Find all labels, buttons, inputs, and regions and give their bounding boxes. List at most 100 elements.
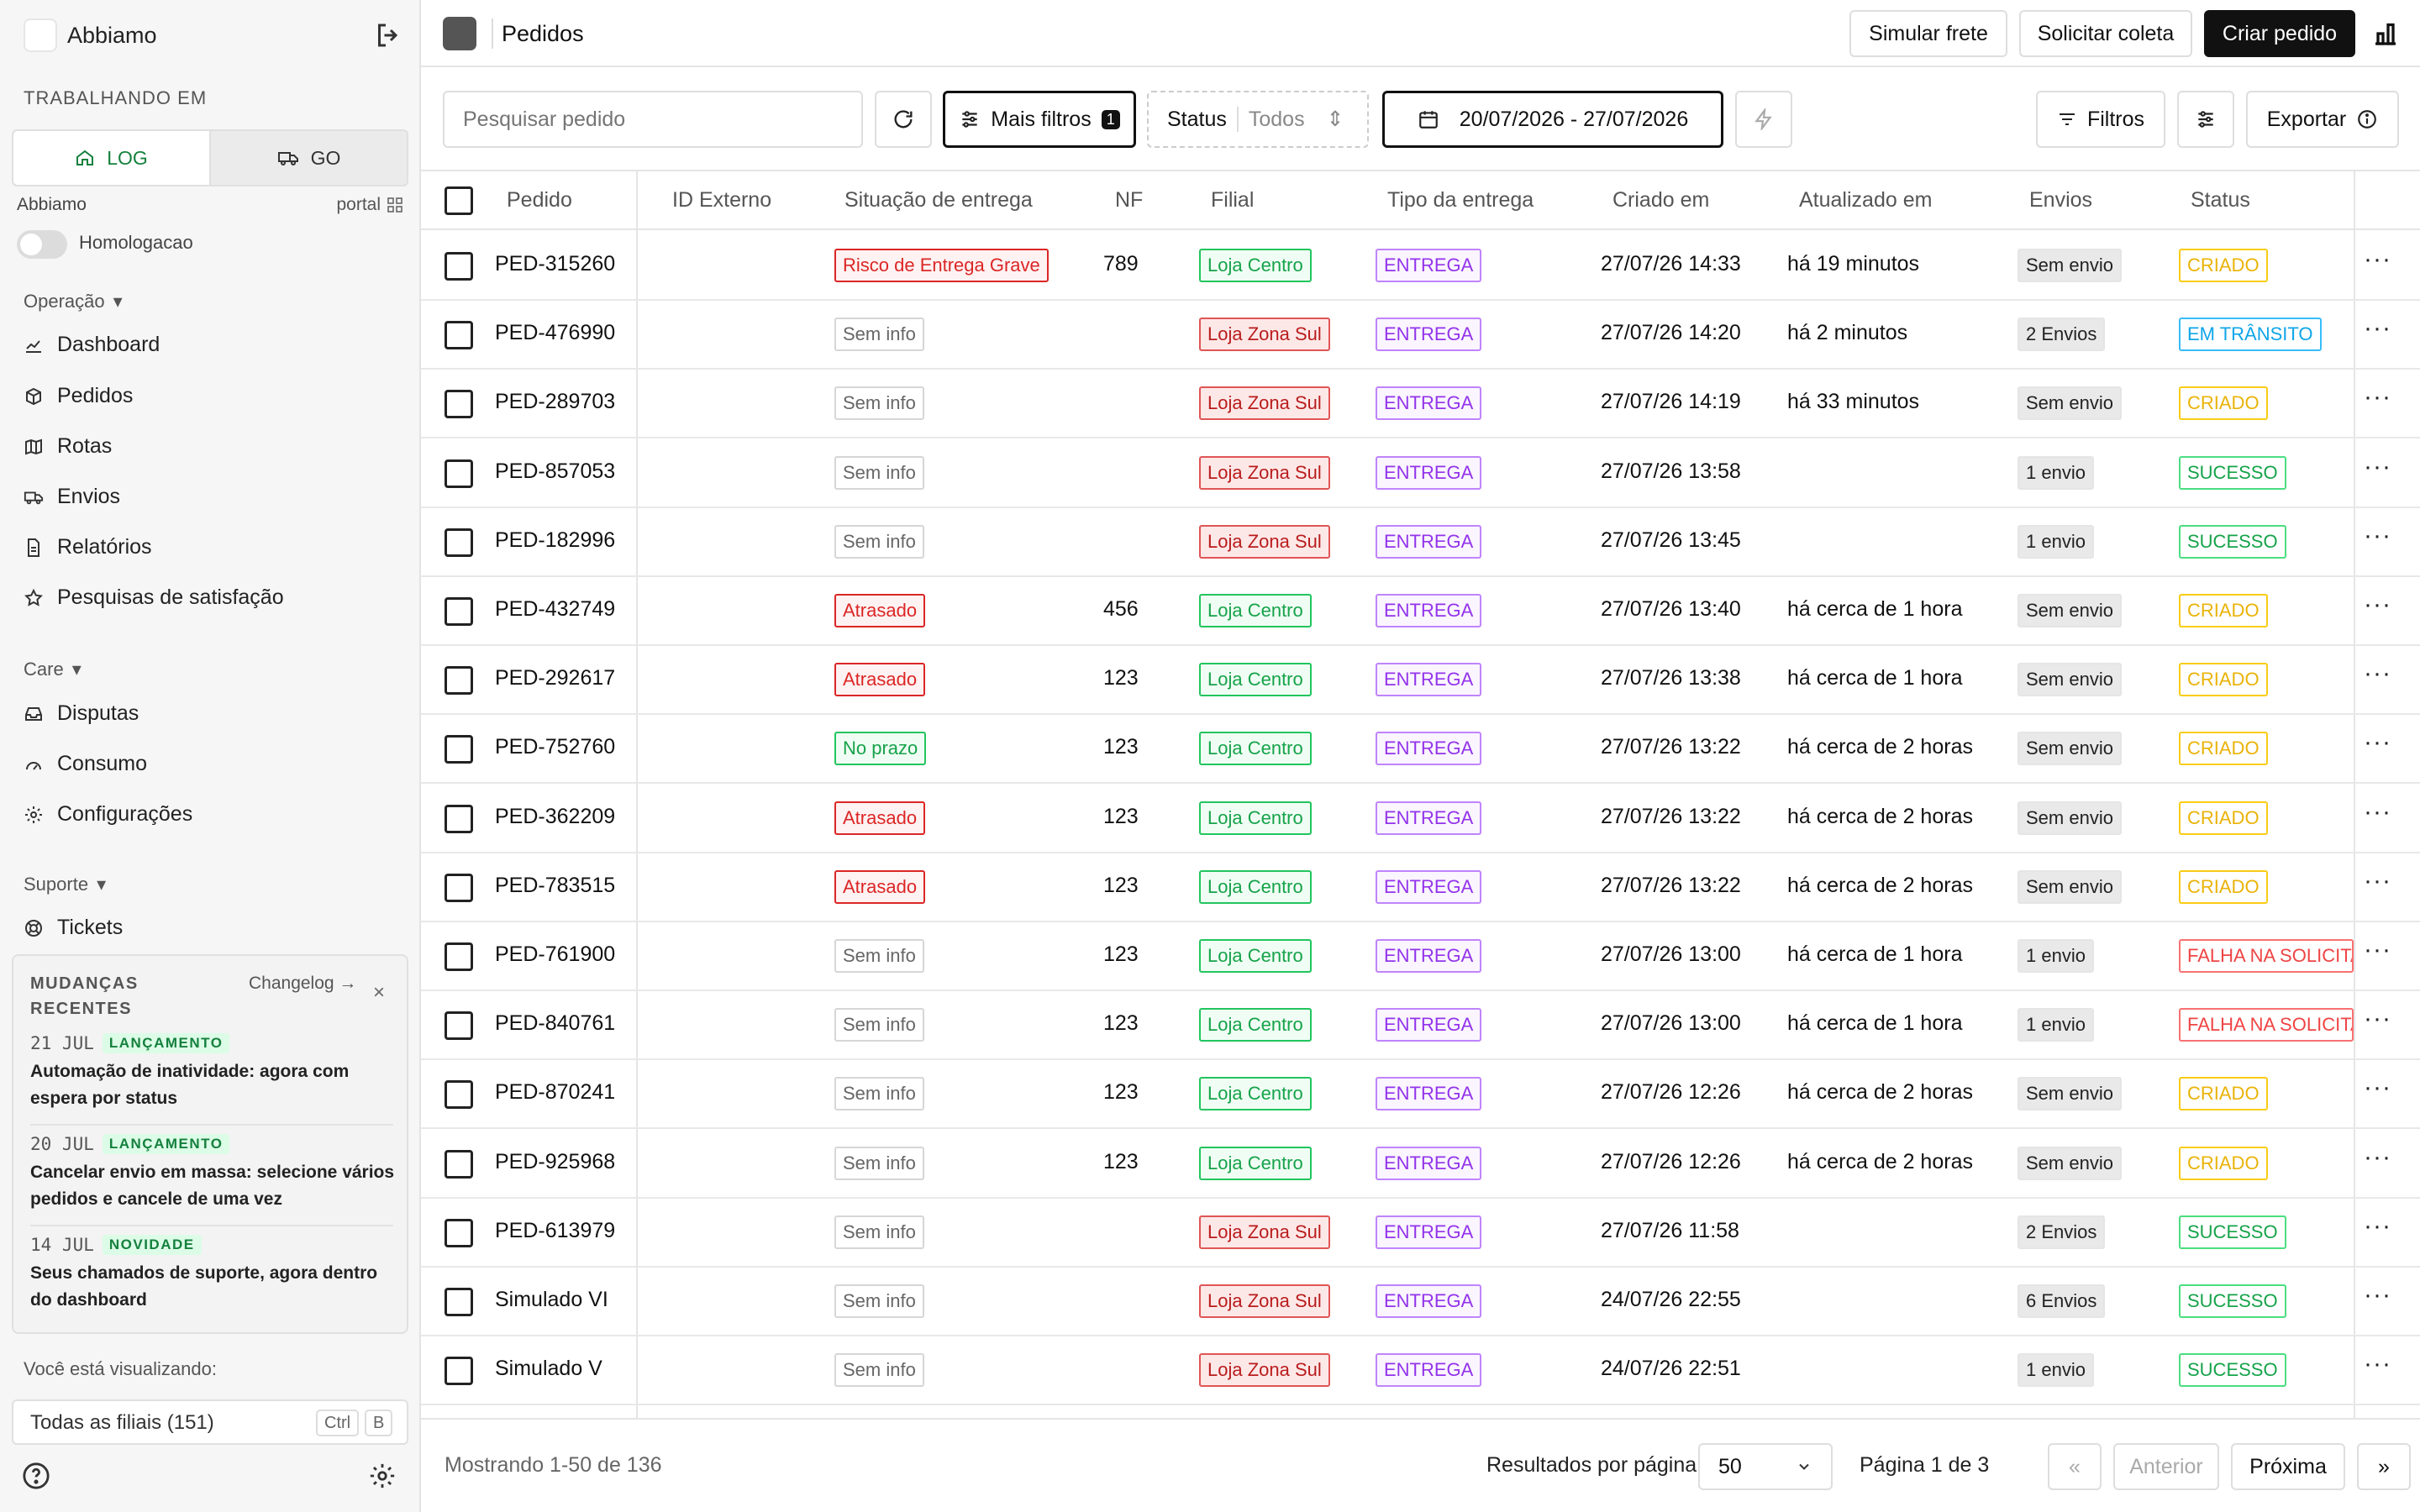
table-row[interactable]: PED-432749 Atrasado 456 Loja Centro ENTREGA 2… — [421, 577, 2420, 646]
segment-log[interactable]: LOG — [13, 131, 211, 185]
more-options-icon[interactable]: ··· — [2364, 797, 2391, 826]
table-row[interactable]: PED-761900 Sem info 123 Loja Centro ENTREGA 2… — [421, 922, 2420, 991]
row-checkbox[interactable] — [445, 804, 473, 833]
column-header-atualizado[interactable]: Atualizado em — [1799, 188, 1933, 212]
quick-action-button[interactable] — [1735, 91, 1792, 148]
column-header-envios[interactable]: Envios — [2029, 188, 2093, 212]
table-row[interactable]: Simulado V Sem info Loja Zona Sul ENTREGA 24… — [421, 1336, 2420, 1406]
group-suporte[interactable]: Suporte ▾ — [24, 874, 106, 895]
sidebar-toggle-icon[interactable] — [443, 17, 476, 50]
filters-button[interactable]: Filtros — [2036, 91, 2165, 148]
table-row[interactable]: Simulado VI Sem info Loja Zona Sul ENTREGA 2… — [421, 1268, 2420, 1336]
row-checkbox[interactable] — [445, 1288, 473, 1316]
more-options-icon[interactable]: ··· — [2364, 1281, 2391, 1309]
column-header-situacao[interactable]: Situação de entrega — [844, 188, 1033, 212]
per-page-select[interactable]: 50 — [1698, 1443, 1833, 1490]
order-id[interactable]: Simulado V — [495, 1357, 602, 1381]
row-checkbox[interactable] — [445, 735, 473, 764]
row-checkbox[interactable] — [445, 1357, 473, 1386]
row-checkbox[interactable] — [445, 252, 473, 281]
row-checkbox[interactable] — [445, 597, 473, 626]
table-row[interactable]: PED-362209 Atrasado 123 Loja Centro ENTREGA 2… — [421, 785, 2420, 853]
order-id[interactable]: PED-362209 — [495, 804, 616, 828]
order-id[interactable]: PED-292617 — [495, 666, 616, 690]
export-button[interactable]: Exportar — [2246, 91, 2399, 148]
column-header-tipo[interactable]: Tipo da entrega — [1387, 188, 1534, 212]
more-options-icon[interactable]: ··· — [2364, 1211, 2391, 1240]
sidebar-item-envios[interactable]: Envios — [24, 485, 120, 509]
row-checkbox[interactable] — [445, 1149, 473, 1179]
column-header-id-externo[interactable]: ID Externo — [672, 188, 772, 212]
more-options-icon[interactable]: ··· — [2364, 591, 2391, 618]
order-id[interactable]: PED-761900 — [495, 942, 616, 966]
last-page-button[interactable]: » — [2357, 1443, 2411, 1490]
table-row[interactable]: PED-292617 Atrasado 123 Loja Centro ENTREGA 2… — [421, 646, 2420, 716]
more-options-icon[interactable]: ··· — [2364, 1005, 2391, 1033]
date-range-picker[interactable]: 20/07/2026 - 27/07/2026 — [1382, 91, 1723, 148]
more-options-icon[interactable]: ··· — [2364, 521, 2391, 549]
logout-icon[interactable] — [373, 20, 403, 50]
status-filter[interactable]: Status Todos ⇕ — [1147, 91, 1369, 148]
column-header-status[interactable]: Status — [2191, 188, 2250, 212]
order-id[interactable]: PED-857053 — [495, 459, 616, 483]
row-checkbox[interactable] — [445, 1218, 473, 1247]
sidebar-item-relatorios[interactable]: Relatórios — [24, 535, 152, 559]
changelog-item[interactable]: 21 JUL LANÇAMENTO Automação de inatividad… — [30, 1033, 397, 1112]
sidebar-item-pesquisas[interactable]: Pesquisas de satisfação — [24, 585, 284, 610]
more-options-icon[interactable]: ··· — [2364, 383, 2391, 412]
order-id[interactable]: PED-289703 — [495, 390, 616, 414]
close-icon[interactable]: × — [372, 981, 385, 1004]
sidebar-item-rotas[interactable]: Rotas — [24, 434, 112, 459]
sidebar-item-dashboard[interactable]: Dashboard — [24, 333, 160, 357]
row-checkbox[interactable] — [445, 666, 473, 696]
sidebar-item-pedidos[interactable]: Pedidos — [24, 384, 133, 408]
portal-link[interactable]: portal — [336, 195, 402, 215]
more-filters-button[interactable]: Mais filtros 1 — [943, 91, 1136, 148]
row-checkbox[interactable] — [445, 528, 473, 557]
create-order-button[interactable]: Criar pedido — [2204, 10, 2355, 57]
order-id[interactable]: Simulado VI — [495, 1288, 608, 1311]
order-id[interactable]: PED-182996 — [495, 528, 616, 552]
row-checkbox[interactable] — [445, 1080, 473, 1110]
row-checkbox[interactable] — [445, 459, 473, 488]
next-page-button[interactable]: Próxima — [2231, 1443, 2345, 1490]
table-row[interactable]: PED-476990 Sem info Loja Zona Sul ENTREGA 27… — [421, 301, 2420, 370]
segment-go[interactable]: GO — [211, 131, 407, 185]
table-row[interactable]: PED-289703 Sem info Loja Zona Sul ENTREGA 27… — [421, 370, 2420, 439]
order-id[interactable]: PED-870241 — [495, 1080, 616, 1105]
more-options-icon[interactable]: ··· — [2364, 452, 2391, 480]
branch-selector[interactable]: Todas as filiais (151) Ctrl B — [12, 1399, 408, 1445]
table-row[interactable]: PED-613979 Sem info Loja Zona Sul ENTREGA 27… — [421, 1199, 2420, 1268]
bar-chart-icon[interactable] — [2370, 18, 2401, 49]
previous-page-button[interactable]: Anterior — [2113, 1443, 2219, 1490]
more-options-icon[interactable]: ··· — [2364, 245, 2391, 273]
column-header-filial[interactable]: Filial — [1211, 188, 1255, 212]
more-options-icon[interactable]: ··· — [2364, 1350, 2391, 1378]
more-options-icon[interactable]: ··· — [2364, 728, 2391, 757]
column-header-nf[interactable]: NF — [1115, 188, 1144, 212]
table-row[interactable]: PED-840761 Sem info 123 Loja Centro ENTREGA 2… — [421, 991, 2420, 1061]
more-options-icon[interactable]: ··· — [2364, 866, 2391, 895]
table-row[interactable]: PED-857053 Sem info Loja Zona Sul ENTREGA 27… — [421, 439, 2420, 508]
table-row[interactable]: PED-182996 Sem info Loja Zona Sul ENTREGA 27… — [421, 508, 2420, 577]
group-care[interactable]: Care ▾ — [24, 659, 82, 680]
order-id[interactable]: PED-476990 — [495, 321, 616, 345]
row-checkbox[interactable] — [445, 873, 473, 902]
row-checkbox[interactable] — [445, 942, 473, 971]
sidebar-item-configuracoes[interactable]: Configurações — [24, 802, 192, 827]
sidebar-item-tickets[interactable]: Tickets — [24, 916, 123, 940]
sidebar-item-disputas[interactable]: Disputas — [24, 701, 139, 726]
row-checkbox[interactable] — [445, 1011, 473, 1041]
columns-settings-button[interactable] — [2177, 91, 2234, 148]
changelog-link[interactable]: Changelog → — [249, 974, 357, 993]
row-checkbox[interactable] — [445, 390, 473, 419]
refresh-button[interactable] — [875, 91, 932, 148]
simulate-freight-button[interactable]: Simular frete — [1849, 10, 2007, 57]
order-id[interactable]: PED-783515 — [495, 873, 616, 897]
table-row[interactable]: PED-870241 Sem info 123 Loja Centro ENTREGA 2… — [421, 1060, 2420, 1130]
help-icon[interactable] — [22, 1462, 50, 1490]
more-options-icon[interactable]: ··· — [2364, 659, 2391, 688]
request-pickup-button[interactable]: Solicitar coleta — [2019, 10, 2192, 57]
table-row[interactable]: PED-752760 No prazo 123 Loja Centro ENTREGA 2… — [421, 715, 2420, 785]
group-operacao[interactable]: Operação ▾ — [24, 291, 123, 312]
